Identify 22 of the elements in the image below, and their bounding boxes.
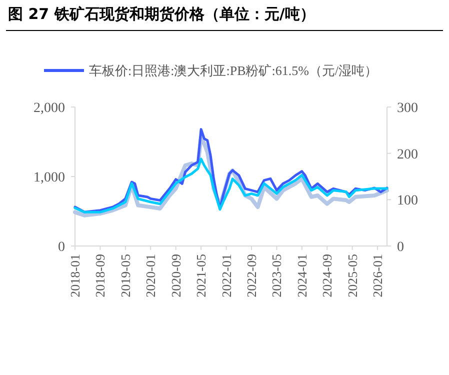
x-tick-label: 2026-01 (370, 254, 386, 298)
x-tick-label: 2018-09 (92, 254, 108, 298)
x-tick-label: 2024-09 (320, 254, 335, 298)
x-tick-label: 2019-05 (118, 254, 133, 298)
x-tick-label: 2023-05 (269, 254, 284, 298)
x-tick-label: 2025-05 (344, 254, 360, 298)
x-tick-label: 2024-01 (294, 254, 310, 298)
x-tick-label: 2022-01 (218, 254, 234, 298)
legend-label: 车板价:日照港:澳大利亚:PB粉矿:61.5%（元/湿吨） (89, 63, 378, 78)
x-tick-label: 2020-09 (168, 254, 184, 298)
y2-tick-label: 300 (397, 101, 418, 116)
y-tick-label: 1,000 (34, 170, 65, 186)
x-tick-label: 2018-01 (68, 254, 82, 298)
y-tick-label: 0 (58, 240, 65, 255)
y2-tick-label: 100 (397, 194, 418, 209)
chart-title: 图 27 铁矿石现货和期货价格（单位：元/吨） (8, 5, 315, 24)
x-tick-label: 2022-09 (244, 254, 259, 298)
y-tick-label: 2,000 (34, 101, 65, 116)
y2-tick-label: 200 (397, 147, 418, 162)
x-tick-label: 2021-05 (194, 254, 209, 298)
y2-tick-label: 0 (397, 240, 404, 255)
x-tick-label: 2020-01 (143, 254, 158, 298)
